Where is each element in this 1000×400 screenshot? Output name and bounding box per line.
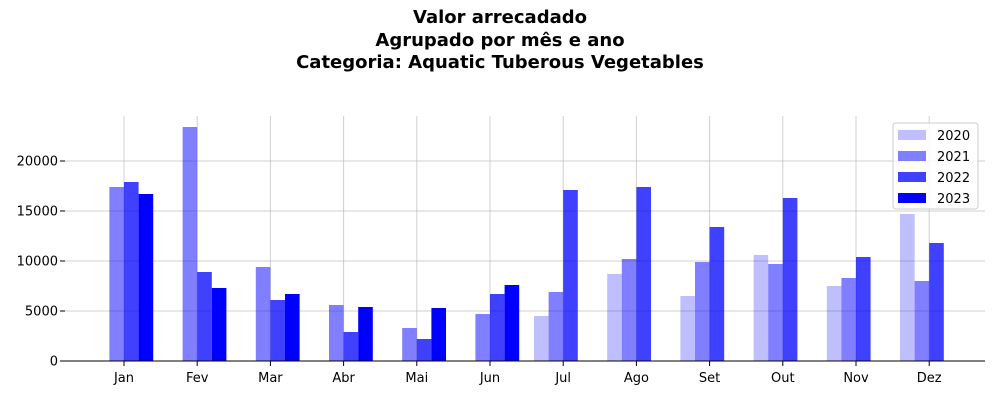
bar-2021-ago	[621, 259, 637, 361]
legend-swatch-2023	[898, 193, 926, 203]
bar-2021-mar	[255, 267, 271, 361]
bar-2021-abr	[329, 305, 344, 361]
y-tick-label: 5000	[25, 305, 58, 320]
bar-2021-fev	[182, 127, 198, 361]
bar-2020-set	[680, 296, 695, 361]
bar-2022-jun	[490, 294, 505, 361]
x-tick-label: Out	[771, 371, 795, 386]
y-tick-label: 10000	[17, 255, 58, 270]
x-tick-label: Jul	[554, 371, 571, 386]
x-tick-label: Jan	[113, 371, 134, 386]
bar-2020-ago	[607, 274, 622, 361]
legend-label-2021: 2021	[937, 150, 970, 165]
bar-2021-dez	[914, 281, 930, 361]
bar-2022-out	[782, 198, 798, 361]
bar-2022-mar	[270, 300, 285, 361]
bar-2021-jan	[109, 187, 124, 361]
legend-box	[892, 122, 979, 210]
chart-title-line-2: Agrupado por mês e ano	[375, 30, 624, 51]
bar-2020-dez	[900, 214, 915, 361]
legend-swatch-2021	[898, 151, 926, 161]
bar-2020-out	[753, 255, 769, 361]
axes: 0 5000 10000 15000 20000 Jan Fev Mar Abr Mai Jun Ju…	[17, 155, 985, 386]
legend-swatch-2020	[898, 130, 926, 140]
bar-2023-mai	[431, 308, 446, 361]
bar-2022-ago	[636, 187, 651, 361]
bar-2022-set	[709, 227, 725, 361]
bar-2021-jul	[548, 292, 564, 361]
legend-swatch-2022	[898, 172, 926, 182]
bar-2021-set	[695, 262, 710, 361]
chart-title-line-3: Categoria: Aquatic Tuberous Vegetables	[296, 52, 704, 73]
bar-2021-out	[768, 264, 783, 361]
bar-2023-jan	[138, 194, 154, 361]
x-tick-label: Dez	[917, 371, 942, 386]
bar-2022-jul	[563, 190, 578, 361]
x-tick-label: Fev	[186, 371, 209, 386]
bars-group	[109, 127, 944, 361]
x-tick-label: Abr	[332, 371, 355, 386]
bar-2023-fev	[211, 288, 227, 361]
legend-label-2022: 2022	[937, 171, 970, 186]
bar-2022-mai	[416, 339, 432, 361]
bar-2022-jan	[124, 182, 139, 361]
y-tick-label: 0	[50, 355, 58, 370]
y-tick-label: 15000	[17, 205, 58, 220]
bar-2022-nov	[856, 257, 871, 361]
x-tick-label: Mar	[258, 371, 283, 386]
bar-2022-fev	[197, 272, 212, 361]
bar-2020-jul	[534, 316, 549, 361]
x-tick-label: Set	[699, 371, 720, 386]
bar-2023-abr	[358, 307, 373, 361]
x-tick-label: Ago	[624, 371, 649, 386]
bar-2022-dez	[929, 243, 944, 361]
legend: 2020 2021 2022 2023	[892, 122, 979, 210]
y-tick-label: 20000	[17, 155, 58, 170]
bar-2022-abr	[343, 332, 359, 361]
chart-title-line-1: Valor arrecadado	[413, 7, 587, 28]
legend-label-2020: 2020	[937, 129, 970, 144]
bar-2023-mar	[285, 294, 300, 361]
bar-2021-mai	[402, 328, 417, 361]
bar-2021-jun	[475, 314, 490, 361]
x-tick-label: Jun	[479, 371, 500, 386]
x-tick-label: Mai	[405, 371, 428, 386]
x-tick-label: Nov	[843, 371, 869, 386]
bar-2020-nov	[826, 286, 842, 361]
bar-2021-nov	[841, 278, 856, 361]
legend-label-2023: 2023	[937, 192, 970, 207]
bar-2023-jun	[504, 285, 520, 361]
